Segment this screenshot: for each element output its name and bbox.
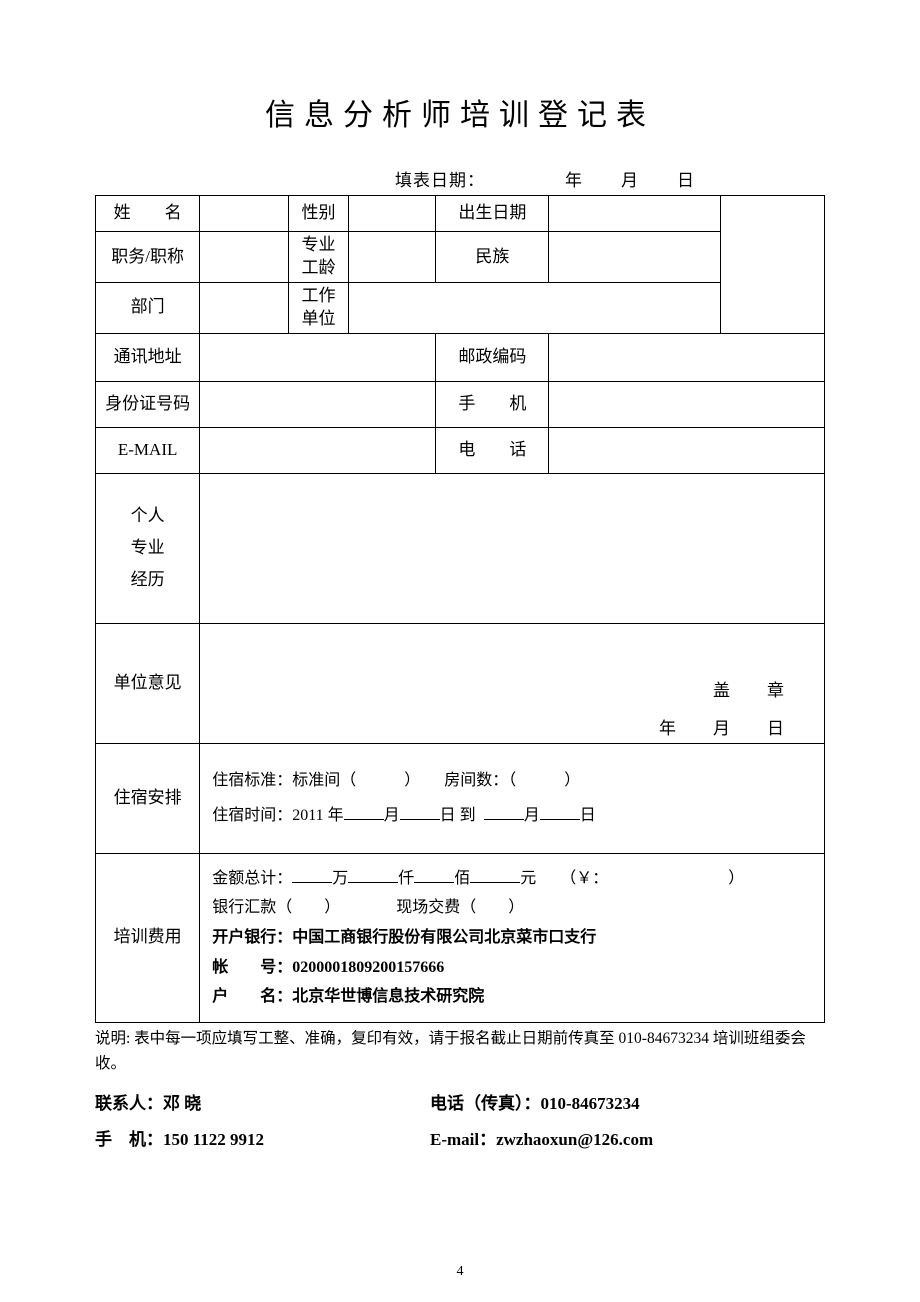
field-ethnic[interactable]: [549, 232, 720, 283]
fee-line2: 银行汇款（ ） 现场交费（ ）: [212, 893, 816, 923]
field-postcode[interactable]: [549, 333, 825, 381]
field-address[interactable]: [200, 333, 436, 381]
fee-line1: 金额总计：万仟佰元 （￥： ）: [212, 864, 816, 894]
field-name[interactable]: [200, 196, 289, 232]
fee-payee: 户 名：北京华世博信息技术研究院: [212, 982, 816, 1012]
day-label: 日: [677, 171, 695, 190]
accom-line1: 住宿标准：标准间（ ） 房间数：（ ）: [212, 763, 816, 798]
page-title: 信息分析师培训登记表: [95, 90, 825, 134]
fill-date-line: 填表日期： 年 月 日: [95, 166, 825, 191]
seal-label: 盖 章: [659, 672, 794, 709]
contact-label: 联系人：: [95, 1094, 163, 1113]
registration-table: 姓 名 性别 出生日期 职务/职称 专业工龄 民族 部门 工作单位 通讯地址 邮…: [95, 195, 825, 1023]
label-dept: 部门: [96, 282, 200, 333]
label-birth: 出生日期: [436, 196, 549, 232]
mobile-value: 150 1122 9912: [163, 1130, 264, 1149]
field-birth[interactable]: [549, 196, 720, 232]
field-workunit[interactable]: [348, 282, 720, 333]
label-experience: 个人专业经历: [96, 473, 200, 623]
label-fee: 培训费用: [96, 853, 200, 1022]
month-label: 月: [621, 171, 639, 190]
email-value: zwzhaoxun@126.com: [496, 1130, 653, 1149]
email-label: E-mail：: [430, 1130, 496, 1149]
page-number: 4: [0, 1264, 920, 1280]
label-position: 职务/职称: [96, 232, 200, 283]
mobile-label: 手 机：: [95, 1130, 163, 1149]
phone-value: 010-84673234: [541, 1094, 640, 1113]
field-photo[interactable]: [720, 196, 824, 334]
label-idcard: 身份证号码: [96, 381, 200, 427]
fill-date-prefix: 填表日期：: [395, 171, 485, 190]
contact-value: 邓 晓: [163, 1094, 201, 1113]
accom-line2: 住宿时间：2011 年月日 到 月日: [212, 798, 816, 833]
year-label: 年: [565, 171, 583, 190]
seal-date: 年 月 日: [659, 710, 794, 747]
field-fee[interactable]: 金额总计：万仟佰元 （￥： ） 银行汇款（ ） 现场交费（ ） 开户银行：中国工…: [200, 853, 825, 1022]
label-workunit: 工作单位: [289, 282, 349, 333]
label-opinion: 单位意见: [96, 623, 200, 743]
label-mobile: 手 机: [436, 381, 549, 427]
field-workage[interactable]: [348, 232, 435, 283]
field-accommodation[interactable]: 住宿标准：标准间（ ） 房间数：（ ） 住宿时间：2011 年月日 到 月日: [200, 743, 825, 853]
phone-label: 电话（传真）：: [430, 1094, 541, 1113]
field-experience[interactable]: [200, 473, 825, 623]
field-mobile[interactable]: [549, 381, 825, 427]
field-dept[interactable]: [200, 282, 289, 333]
fee-bank: 开户银行：中国工商银行股份有限公司北京菜市口支行: [212, 923, 816, 953]
footnote: 说明: 表中每一项应填写工整、准确，复印有效，请于报名截止日期前传真至 010-…: [95, 1027, 825, 1077]
label-email: E-MAIL: [96, 427, 200, 473]
field-gender[interactable]: [348, 196, 435, 232]
field-position[interactable]: [200, 232, 289, 283]
field-idcard[interactable]: [200, 381, 436, 427]
contact-block: 联系人：邓 晓 电话（传真）：010-84673234 手 机：150 1122…: [95, 1086, 825, 1157]
label-postcode: 邮政编码: [436, 333, 549, 381]
field-opinion[interactable]: 盖 章 年 月 日: [200, 623, 825, 743]
label-name: 姓 名: [96, 196, 200, 232]
field-phone[interactable]: [549, 427, 825, 473]
label-address: 通讯地址: [96, 333, 200, 381]
label-phone: 电 话: [436, 427, 549, 473]
label-gender: 性别: [289, 196, 349, 232]
label-ethnic: 民族: [436, 232, 549, 283]
seal-block: 盖 章 年 月 日: [659, 672, 794, 747]
field-email[interactable]: [200, 427, 436, 473]
fee-acct: 帐 号：0200001809200157666: [212, 953, 816, 983]
label-accommodation: 住宿安排: [96, 743, 200, 853]
label-workage: 专业工龄: [289, 232, 349, 283]
